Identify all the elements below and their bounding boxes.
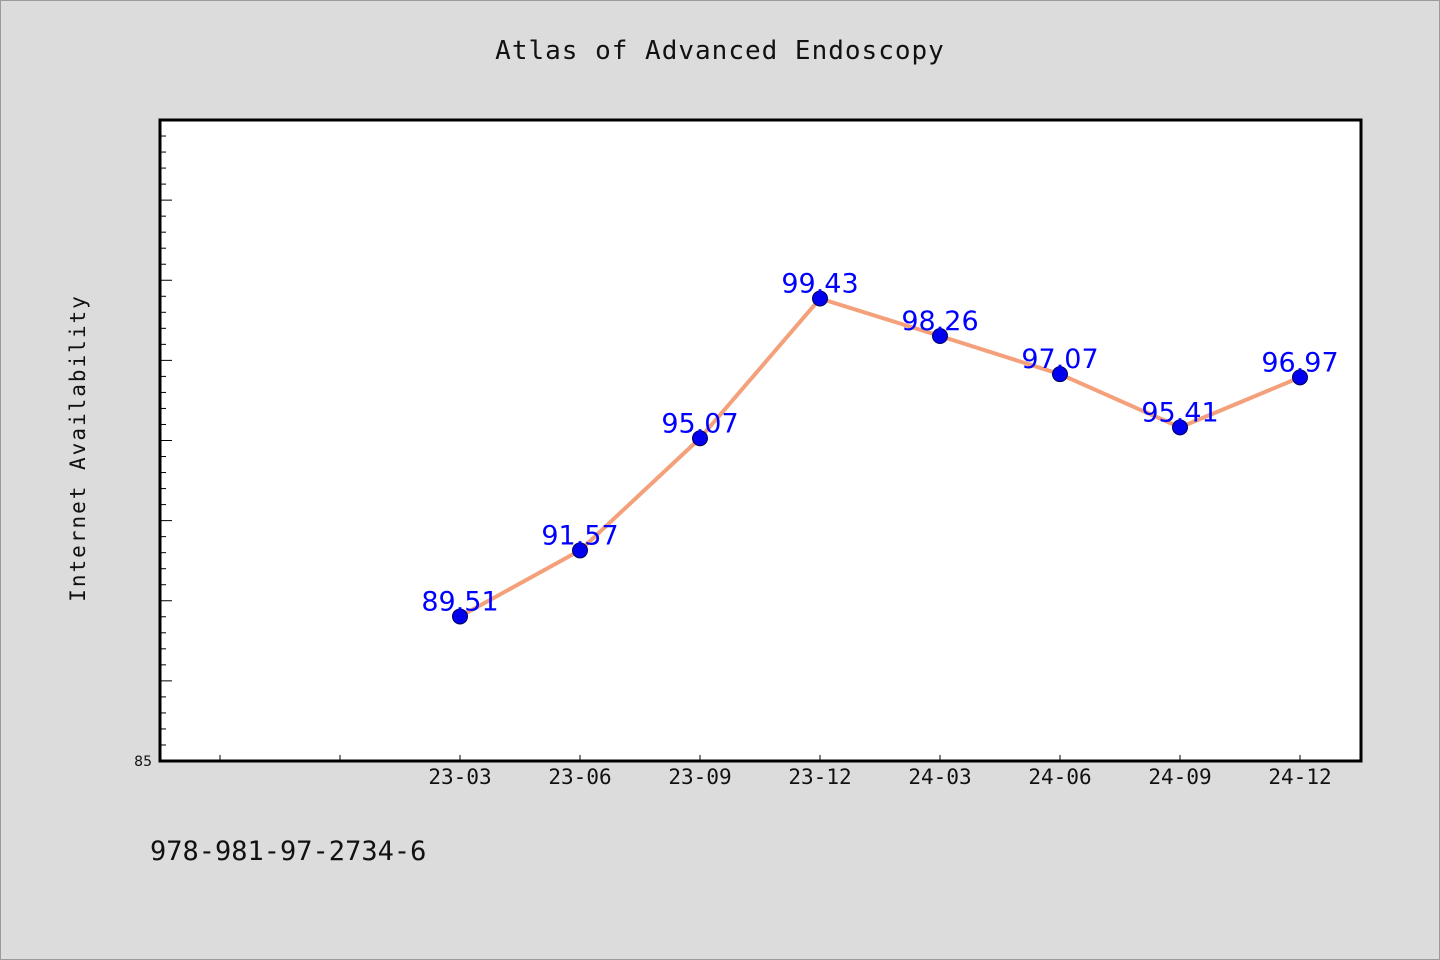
series-line <box>458 296 1302 619</box>
x-tick-label: 24-03 <box>908 765 971 789</box>
plot-area <box>158 118 1363 763</box>
data-label: 97.07 <box>1021 344 1098 375</box>
data-label: 95.07 <box>661 408 738 439</box>
x-tick-label: 24-06 <box>1028 765 1091 789</box>
data-point <box>692 430 708 447</box>
x-tick-label: 23-03 <box>428 765 491 789</box>
data-point <box>572 542 588 559</box>
data-point <box>1172 419 1188 436</box>
data-label: 96.97 <box>1261 347 1338 378</box>
data-point <box>932 328 948 345</box>
y-tick-label: 85 <box>134 754 152 770</box>
data-point <box>1052 366 1068 383</box>
data-label: 89.51 <box>421 586 498 617</box>
data-label: 95.41 <box>1141 397 1218 428</box>
x-tick-label: 24-12 <box>1268 765 1331 789</box>
chart-title: Atlas of Advanced Endoscopy <box>495 36 945 66</box>
data-point <box>452 608 468 625</box>
data-label: 99.43 <box>781 269 858 300</box>
tick-labels: 85 23-03 23-06 23-09 23-12 24-03 24-06 24-09 24-… <box>134 754 1331 789</box>
x-tick-label: 24-09 <box>1148 765 1211 789</box>
data-label: 98.26 <box>901 306 978 337</box>
data-point <box>1292 369 1308 386</box>
x-tick-label: 23-12 <box>788 765 851 789</box>
series-group: 89.51 91.57 95.07 99.43 98.26 97.07 95.41 96.97 <box>421 269 1339 625</box>
data-label: 91.57 <box>541 520 618 551</box>
axis-ticks <box>160 119 1301 762</box>
isbn-text: 978-981-97-2734-6 <box>150 836 427 867</box>
x-tick-label: 23-09 <box>668 765 731 789</box>
x-tick-label: 23-06 <box>548 765 611 789</box>
data-point <box>812 290 828 307</box>
